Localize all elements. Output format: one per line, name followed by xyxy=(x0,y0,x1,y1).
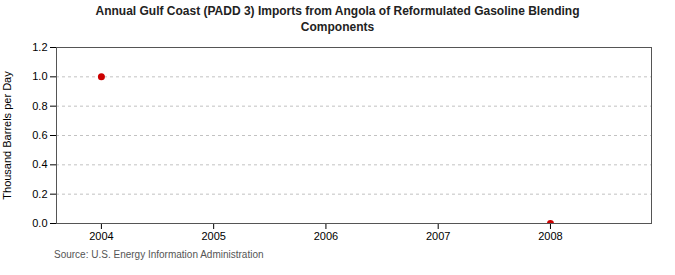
svg-text:2006: 2006 xyxy=(314,230,338,242)
svg-text:2005: 2005 xyxy=(201,230,225,242)
svg-text:0.8: 0.8 xyxy=(32,100,47,112)
svg-text:0.4: 0.4 xyxy=(32,159,47,171)
html-text:Annual Gulf Coast (PADD 3) Imp: Annual Gulf Coast (PADD 3) Imports from … xyxy=(95,4,580,34)
svg-text:0.2: 0.2 xyxy=(32,188,47,200)
svg-text:0.0: 0.0 xyxy=(32,217,47,229)
svg-text:1.0: 1.0 xyxy=(32,71,47,83)
html-text:Source: U.S. Energy Informatio: Source: U.S. Energy Information Administ… xyxy=(54,249,264,261)
svg-text:0.6: 0.6 xyxy=(32,129,47,141)
svg-text:1.2: 1.2 xyxy=(32,41,47,53)
svg-text:2004: 2004 xyxy=(89,230,113,242)
svg-text:2007: 2007 xyxy=(426,230,450,242)
svg-text:Thousand Barrels per Day: Thousand Barrels per Day xyxy=(1,71,13,200)
svg-text:2008: 2008 xyxy=(538,230,562,242)
